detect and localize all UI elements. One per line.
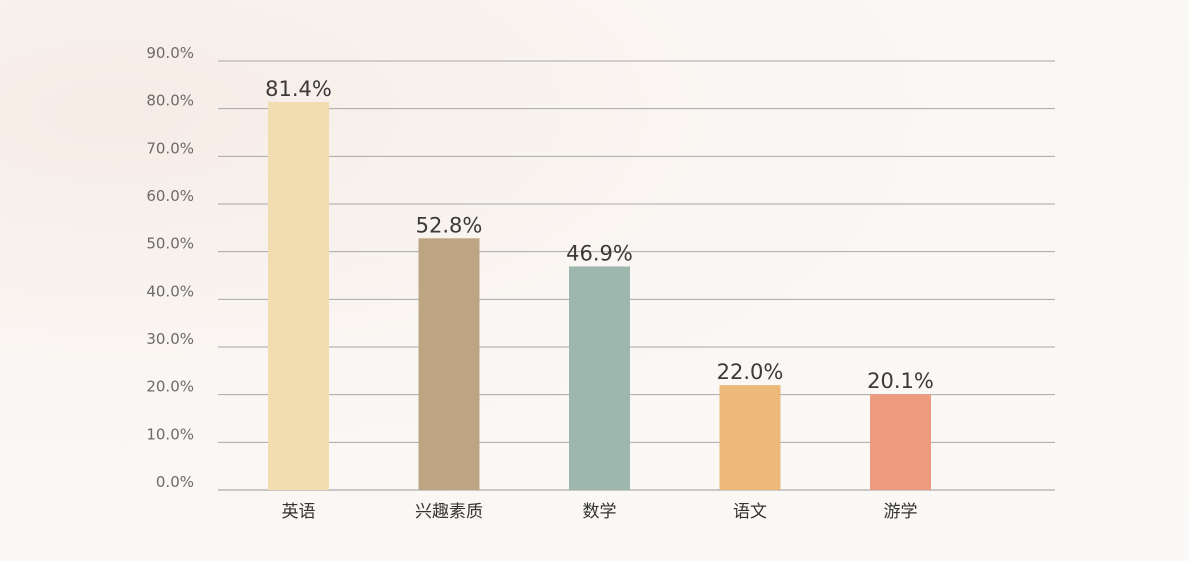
x-tick-label: 兴趣素质 — [415, 502, 483, 522]
y-tick-label: 40.0% — [146, 282, 194, 300]
x-tick-label: 数学 — [583, 502, 617, 522]
bar — [569, 266, 630, 490]
data-label: 20.1% — [867, 369, 934, 393]
y-tick-label: 20.0% — [146, 378, 194, 396]
y-tick-label: 60.0% — [146, 187, 194, 205]
data-label: 52.8% — [416, 213, 483, 237]
data-label: 22.0% — [717, 360, 784, 384]
bar — [870, 394, 931, 490]
bar — [268, 101, 329, 490]
y-tick-label: 10.0% — [146, 425, 194, 443]
bar — [719, 385, 781, 490]
y-tick-label: 90.0% — [146, 44, 194, 62]
y-tick-label: 80.0% — [146, 92, 194, 110]
y-tick-label: 30.0% — [146, 330, 194, 348]
y-tick-label: 0.0% — [156, 473, 194, 491]
y-tick-label: 50.0% — [146, 235, 194, 253]
y-tick-label: 70.0% — [146, 139, 194, 157]
bar — [418, 238, 480, 490]
x-tick-label: 游学 — [884, 502, 918, 522]
x-tick-label: 语文 — [733, 502, 767, 522]
data-label: 46.9% — [566, 241, 633, 265]
data-label: 81.4% — [265, 77, 332, 101]
x-tick-label: 英语 — [282, 502, 316, 522]
